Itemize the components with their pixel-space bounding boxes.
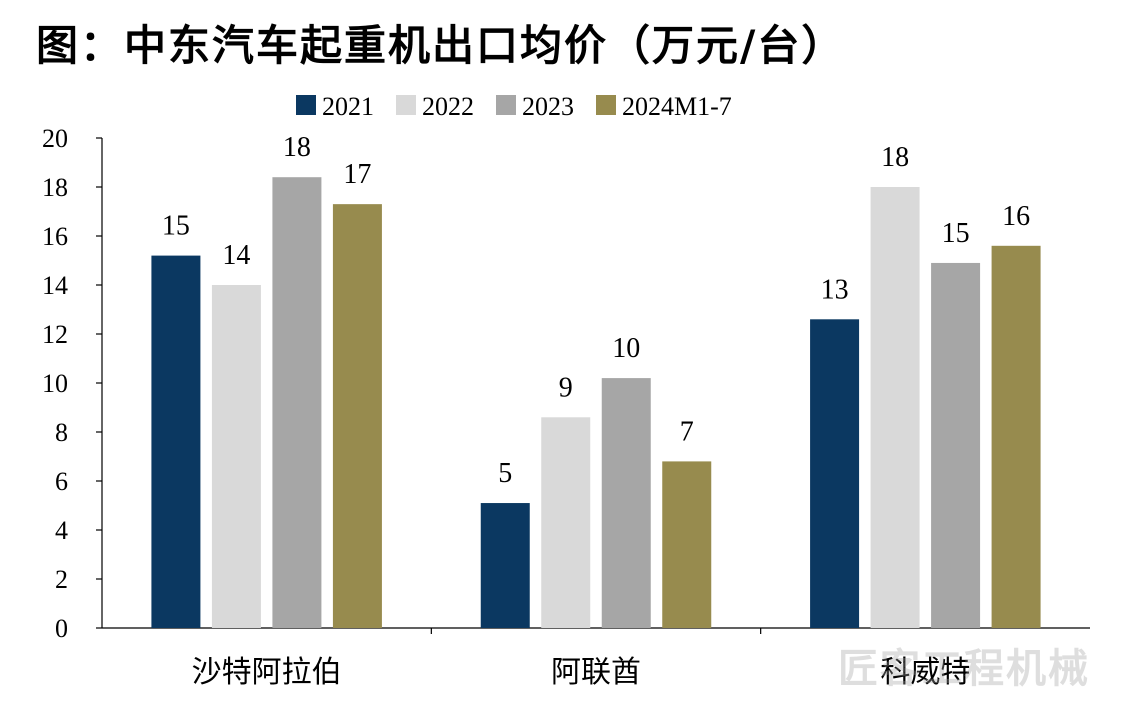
bar: [601, 378, 651, 628]
y-tick-label: 14: [42, 271, 68, 300]
legend-label: 2023: [522, 92, 574, 121]
data-label: 18: [881, 142, 909, 173]
legend-label: 2022: [422, 92, 474, 121]
y-tick-label: 12: [42, 320, 68, 349]
bar: [151, 255, 201, 628]
bar: [480, 503, 530, 628]
legend-swatch: [596, 95, 616, 115]
bars: [151, 177, 1041, 629]
y-tick-label: 8: [55, 418, 68, 447]
legend-swatch: [496, 95, 516, 115]
bar: [931, 262, 981, 628]
data-label: 16: [1002, 201, 1030, 232]
watermark-text: 匠客工程机械: [838, 646, 1090, 692]
category-label: 阿联酋: [551, 655, 641, 690]
data-label: 14: [222, 240, 250, 271]
data-label: 18: [283, 132, 311, 163]
data-label: 7: [680, 416, 694, 447]
y-tick-label: 4: [55, 516, 68, 545]
data-label: 9: [559, 372, 573, 403]
data-label: 5: [498, 458, 512, 489]
y-tick-label: 2: [55, 565, 68, 594]
y-tick-label: 16: [42, 222, 68, 251]
y-tick-label: 10: [42, 369, 68, 398]
bar: [870, 187, 920, 628]
y-tick-label: 18: [42, 173, 68, 202]
data-label: 17: [343, 159, 371, 190]
data-label: 10: [612, 333, 640, 364]
y-tick-label: 6: [55, 467, 68, 496]
bar: [332, 204, 382, 628]
bar: [272, 177, 322, 628]
data-label: 15: [162, 211, 190, 242]
data-label: 13: [821, 274, 849, 305]
legend-label: 2021: [322, 92, 374, 121]
category-label: 科威特: [880, 655, 970, 690]
bar: [810, 319, 860, 628]
category-label: 沙特阿拉伯: [192, 655, 342, 690]
data-labels: 15 14 18 17 5 9 10 7 13 18 15 16: [162, 132, 1030, 489]
chart-legend: 2021 2022 2023 2024M1-7: [296, 92, 732, 121]
legend-label: 2024M1-7: [622, 92, 732, 121]
bar: [211, 285, 261, 628]
x-axis: 沙特阿拉伯 阿联酋 科威特: [102, 627, 1090, 690]
legend-swatch: [396, 95, 416, 115]
chart-title: 图：中东汽车起重机出口均价（万元/台）: [36, 21, 846, 70]
data-label: 15: [942, 218, 970, 249]
y-tick-label: 20: [42, 124, 68, 153]
bar: [541, 417, 591, 628]
y-tick-label: 0: [55, 614, 68, 643]
legend-swatch: [296, 95, 316, 115]
y-axis: 0 2 4 6 8 10 12 14 16 18 20: [42, 124, 103, 643]
bar: [662, 461, 712, 628]
bar: [991, 245, 1041, 629]
